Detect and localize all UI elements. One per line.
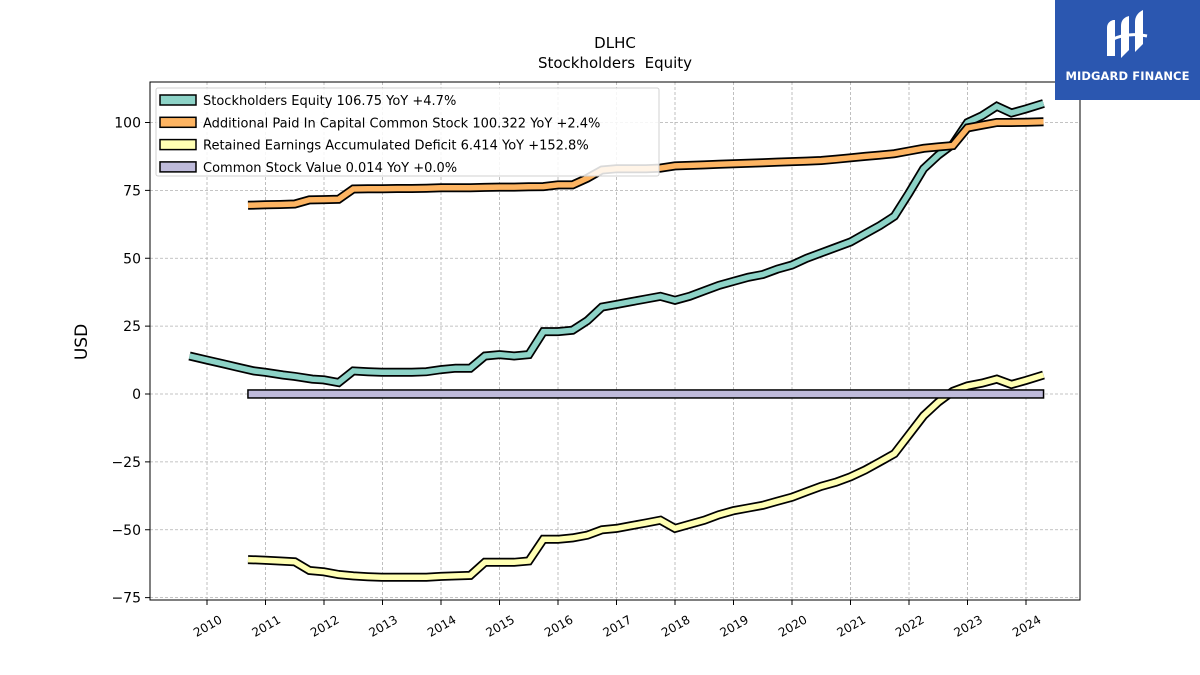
y-tick-label: −50 xyxy=(111,523,141,539)
midgard-m-icon xyxy=(1107,10,1148,58)
x-tick-label: 2014 xyxy=(425,612,458,639)
x-tick-label: 2019 xyxy=(718,612,751,639)
x-tick-label: 2015 xyxy=(484,612,517,639)
x-tick-label: 2024 xyxy=(1010,612,1043,639)
legend-label: Retained Earnings Accumulated Deficit 6.… xyxy=(203,139,589,154)
series-line-outline xyxy=(247,370,1045,582)
y-tick-label: −25 xyxy=(111,455,141,471)
x-tick-label: 2022 xyxy=(893,612,926,639)
y-tick-label: 0 xyxy=(132,387,141,403)
legend-swatch xyxy=(159,138,197,151)
x-tick-label: 2018 xyxy=(659,612,692,639)
y-tick-label: −75 xyxy=(111,591,141,607)
y-tick-label: 50 xyxy=(123,251,141,267)
legend-label: Stockholders Equity 106.75 YoY +4.7% xyxy=(203,94,456,109)
chart-subtitle: Stockholders Equity xyxy=(538,54,692,72)
x-tick-label: 2013 xyxy=(367,612,400,639)
y-tick-label: 75 xyxy=(123,183,141,199)
legend-box xyxy=(155,87,660,177)
legend: Stockholders Equity 106.75 YoY +4.7% Addi… xyxy=(155,87,660,177)
x-tick-label: 2021 xyxy=(835,612,868,639)
legend-swatch xyxy=(159,94,197,106)
y-tick-label: 100 xyxy=(114,116,141,132)
x-tick-label: 2020 xyxy=(776,612,809,639)
legend-swatch xyxy=(159,161,197,173)
series-2 xyxy=(247,370,1045,582)
x-tick-label: 2010 xyxy=(191,612,224,639)
y-tick-label: 25 xyxy=(123,319,141,335)
x-tick-label: 2017 xyxy=(601,612,634,639)
brand-name: MIDGARD FINANCE xyxy=(1065,69,1190,83)
x-tick-label: 2023 xyxy=(952,612,985,639)
chart-title: DLHC xyxy=(594,34,636,52)
series-0 xyxy=(188,99,1045,388)
legend-label: Common Stock Value 0.014 YoY +0.0% xyxy=(203,161,457,176)
plot-frame xyxy=(149,81,1081,601)
series-line xyxy=(188,100,1045,386)
series-common-stock-value xyxy=(247,389,1045,399)
y-axis-label: USD xyxy=(72,324,92,360)
series-line xyxy=(247,372,1045,581)
x-tick-label: 2011 xyxy=(250,612,283,639)
midgard-finance-logo: MIDGARD FINANCE xyxy=(1055,0,1200,100)
legend-swatch xyxy=(159,116,197,129)
x-tick-label: 2012 xyxy=(308,612,341,639)
legend-label: Additional Paid In Capital Common Stock … xyxy=(203,116,600,131)
x-tick-label: 2016 xyxy=(542,612,575,639)
